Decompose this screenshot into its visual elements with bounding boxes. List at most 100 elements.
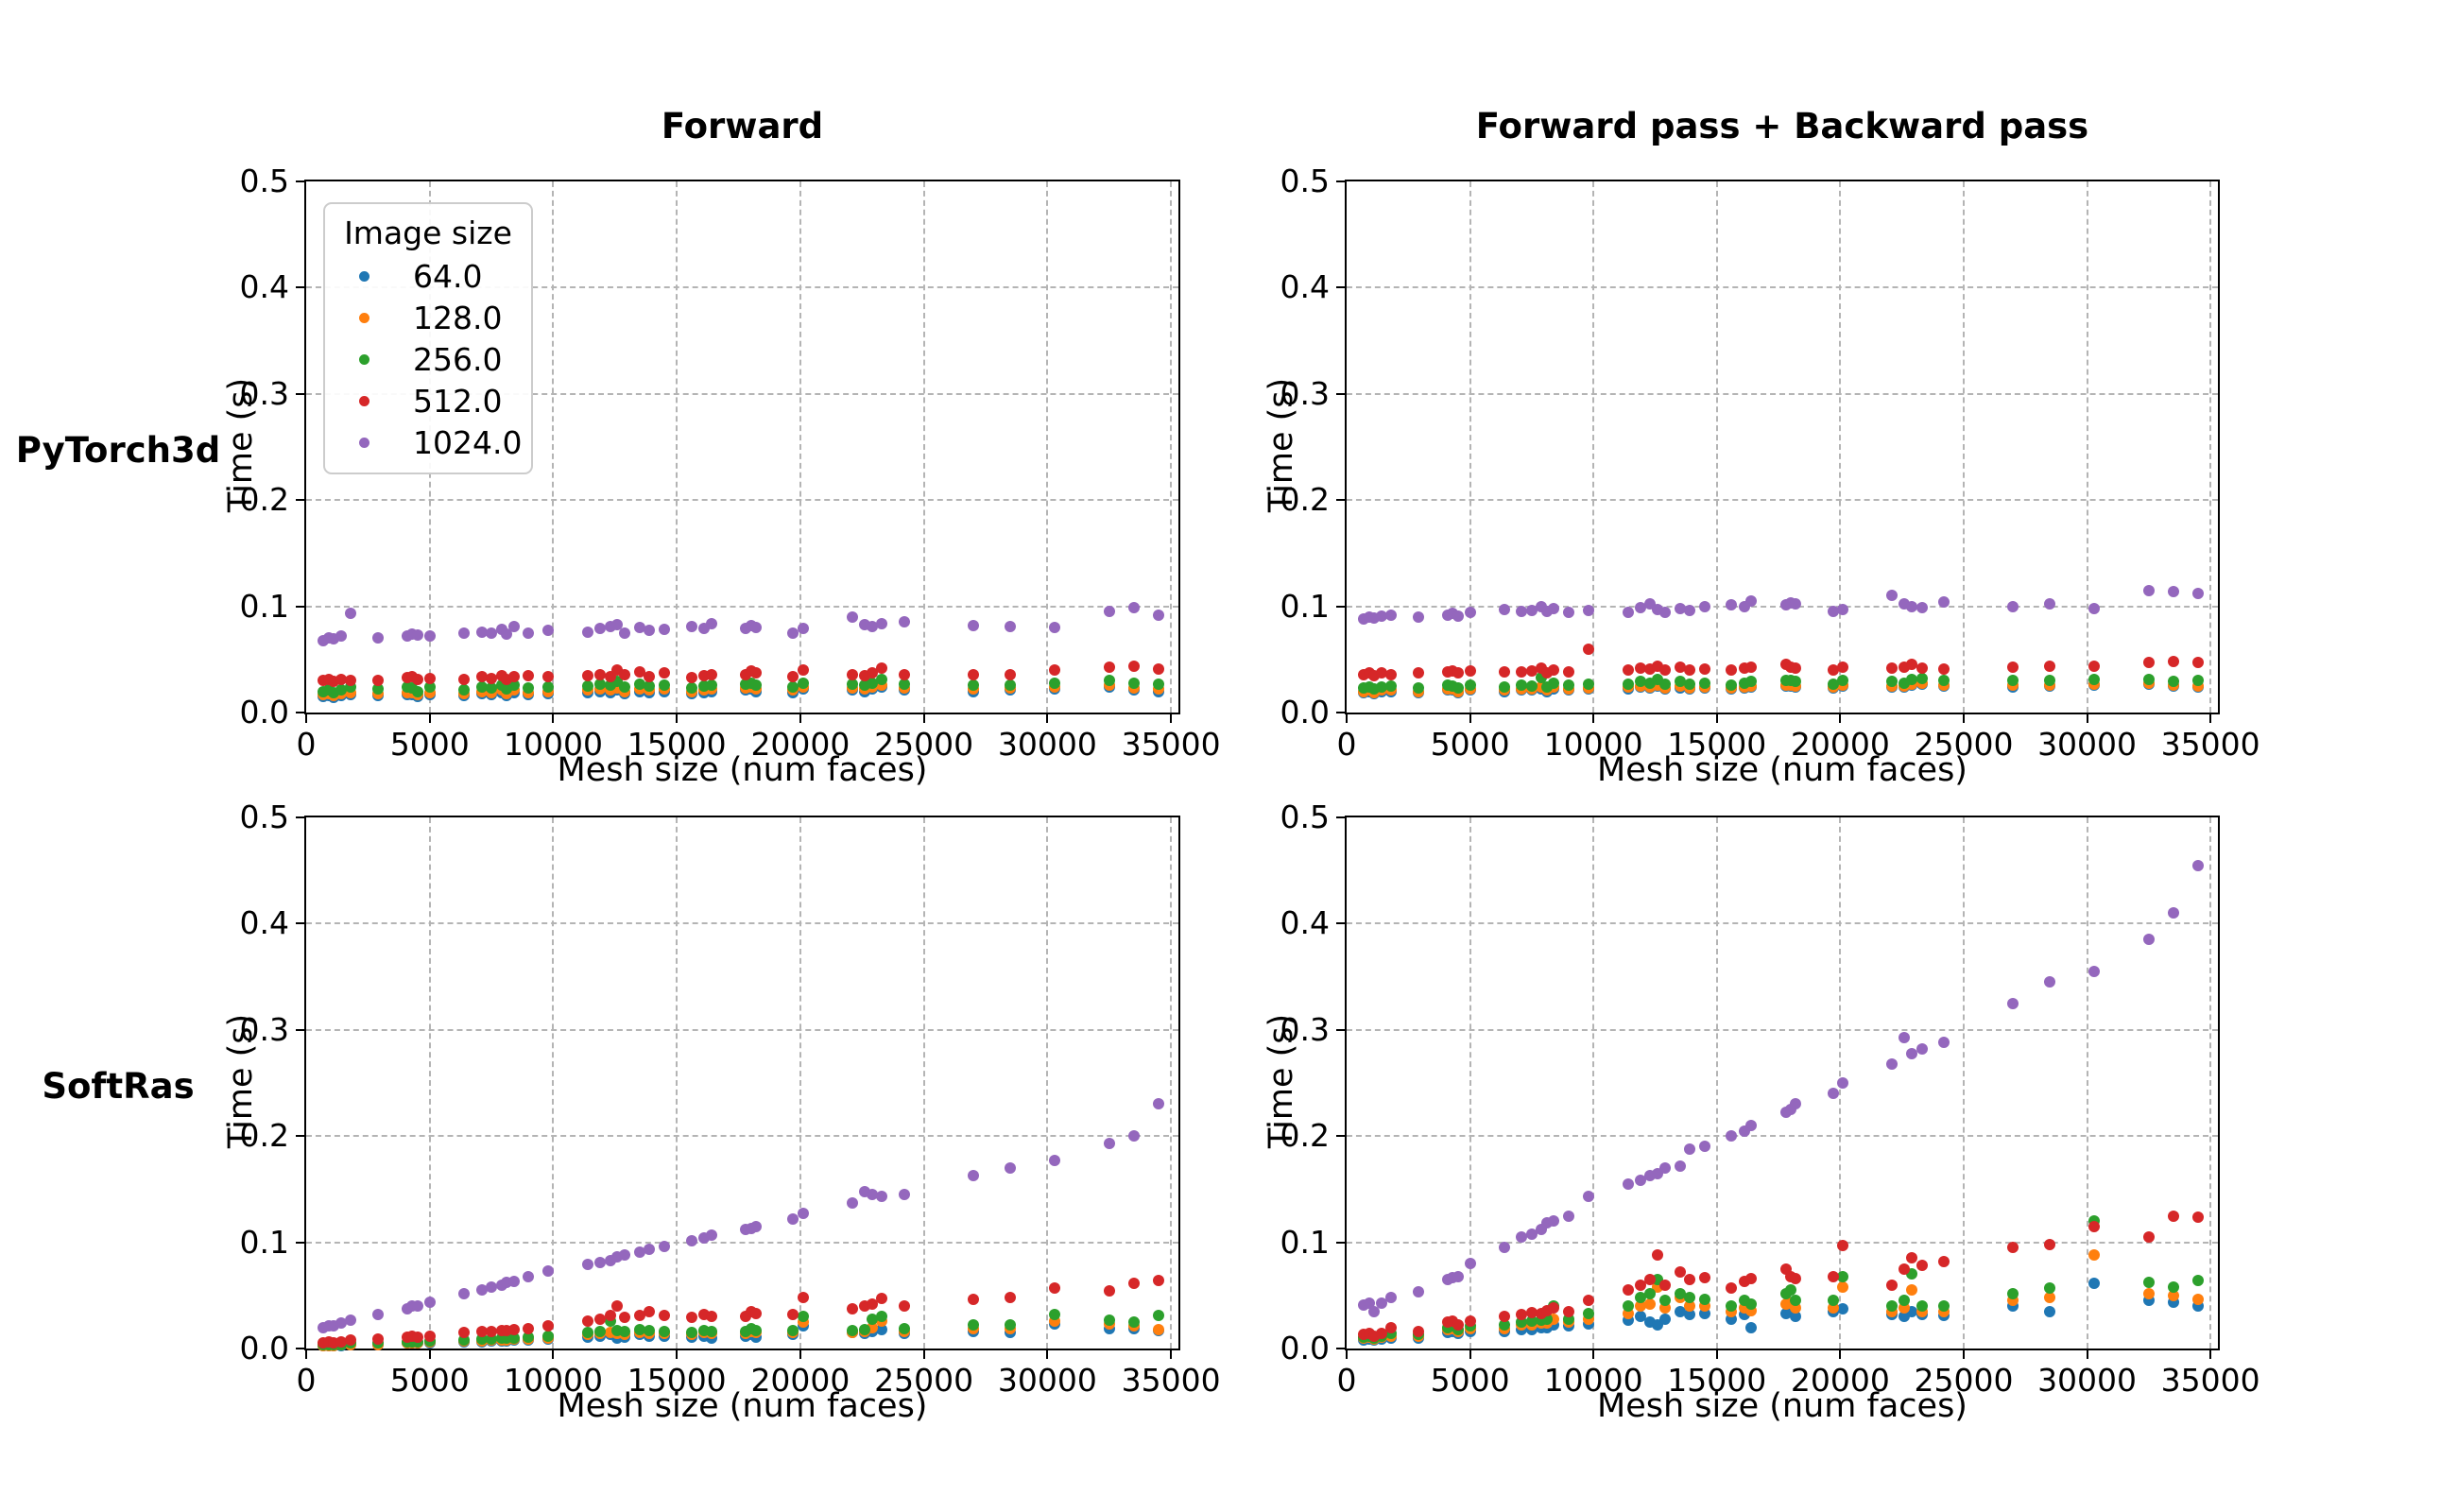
data-point — [1516, 1230, 1528, 1243]
x-tick-label: 35000 — [2160, 726, 2260, 763]
data-point — [1899, 1263, 1911, 1275]
data-point — [1103, 1138, 1115, 1150]
data-point — [1790, 1098, 1802, 1110]
data-point — [1827, 664, 1839, 677]
data-point — [1103, 606, 1115, 618]
data-point — [423, 1296, 436, 1308]
data-point — [876, 1311, 888, 1323]
data-point — [1698, 600, 1710, 612]
data-point — [705, 1326, 717, 1338]
data-point — [1622, 678, 1634, 690]
data-point — [507, 670, 520, 682]
data-point — [876, 1323, 888, 1335]
x-tick-label: 5000 — [389, 1362, 470, 1399]
data-point — [1836, 1280, 1848, 1293]
data-point — [705, 1311, 717, 1323]
y-tick — [1336, 499, 1345, 502]
data-point — [659, 624, 671, 636]
gridline-x-25000 — [1962, 817, 1965, 1349]
data-point — [787, 681, 799, 694]
data-point — [2044, 976, 2056, 988]
data-point — [423, 673, 436, 685]
x-tick-label: 10000 — [503, 726, 603, 763]
x-tick-label: 0 — [296, 1362, 317, 1399]
data-point — [619, 1249, 631, 1262]
data-point — [1548, 602, 1560, 614]
data-point — [1906, 674, 1918, 686]
x-tick — [1962, 714, 1965, 723]
gridline-y-0.4 — [1347, 286, 2218, 289]
data-point — [1634, 1292, 1646, 1304]
data-point — [898, 1189, 910, 1201]
data-point — [749, 679, 762, 691]
y-tick-label: 0.3 — [1280, 374, 1330, 412]
data-point — [1644, 1287, 1657, 1299]
x-tick — [1469, 714, 1471, 723]
y-tick — [296, 816, 304, 818]
gridline-y-0.2 — [1347, 499, 2218, 502]
legend-entry: 64.0 — [325, 255, 531, 297]
data-point — [582, 679, 594, 692]
gridline-x-15000 — [1715, 817, 1718, 1349]
data-point — [1790, 1272, 1802, 1284]
y-tick — [1336, 1348, 1345, 1349]
data-point — [2142, 674, 2155, 686]
gridline-y-0.4 — [306, 286, 1178, 289]
data-point — [685, 671, 697, 683]
data-point — [967, 668, 979, 680]
data-point — [2088, 965, 2101, 977]
data-point — [423, 1330, 436, 1342]
data-point — [594, 1256, 607, 1268]
data-point — [1938, 662, 1950, 675]
gridline-x-5000 — [1469, 817, 1471, 1349]
data-point — [1906, 659, 1918, 671]
data-point — [1452, 1319, 1464, 1332]
x-tick — [676, 714, 679, 723]
legend-label: 64.0 — [413, 257, 483, 295]
data-point — [1938, 1037, 1950, 1049]
data-point — [345, 1314, 357, 1326]
x-tick — [2086, 1350, 2088, 1359]
legend-marker-512-icon — [359, 395, 369, 406]
data-point — [846, 610, 858, 623]
data-point — [797, 1208, 809, 1220]
x-tick — [1170, 1350, 1173, 1359]
data-point — [1634, 662, 1646, 674]
data-point — [486, 682, 498, 695]
data-point — [1785, 1284, 1797, 1297]
data-point — [475, 681, 488, 694]
data-point — [659, 1326, 671, 1338]
data-point — [1005, 1319, 1017, 1332]
data-point — [1836, 675, 1848, 687]
data-point — [1153, 662, 1165, 675]
gridline-y-0.1 — [306, 605, 1178, 608]
data-point — [1658, 1295, 1671, 1307]
x-tick-label: 25000 — [1914, 726, 2014, 763]
y-tick-label: 0.0 — [1280, 694, 1330, 730]
data-point — [846, 1324, 858, 1336]
data-point — [1836, 1239, 1848, 1251]
data-point — [2192, 1294, 2205, 1306]
data-point — [1049, 622, 1061, 634]
x-tick — [1715, 714, 1718, 723]
data-point — [685, 1235, 697, 1247]
data-point — [507, 1332, 520, 1344]
y-tick — [1336, 1028, 1345, 1031]
data-point — [1127, 1130, 1140, 1143]
data-point — [523, 627, 535, 639]
data-point — [594, 668, 607, 680]
data-point — [1548, 677, 1560, 689]
data-point — [1745, 661, 1758, 673]
data-point — [1634, 1175, 1646, 1187]
data-point — [797, 664, 809, 677]
data-point — [749, 667, 762, 679]
plot-softras-forward: 0 5000 10000 15000 20000 25000 30000 35000 0.0 0.… — [240, 799, 1221, 1398]
data-point — [1525, 1306, 1538, 1318]
y-axis-label: Time (s) — [222, 377, 260, 513]
x-tick-label: 15000 — [1667, 1362, 1767, 1399]
data-point — [644, 1244, 656, 1256]
data-point — [1906, 1047, 1918, 1059]
data-point — [411, 685, 423, 697]
data-point — [1916, 673, 1928, 685]
data-point — [345, 1334, 357, 1346]
